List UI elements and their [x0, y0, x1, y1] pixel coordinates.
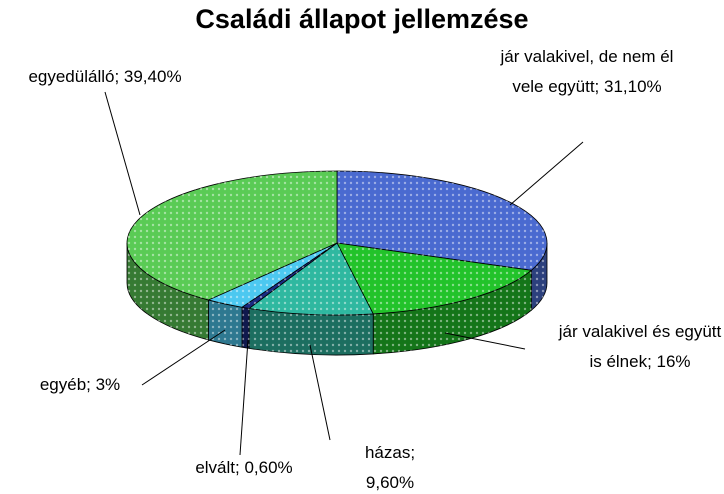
pie-side-texture [208, 299, 242, 348]
chart-title: Családi állapot jellemzése [195, 4, 529, 34]
pie-slice-texture [337, 243, 532, 314]
pie-slice-texture [249, 243, 374, 315]
leader-line [509, 141, 584, 206]
pie-slice-texture [126, 171, 337, 300]
data-label: jár valakivel és együtt is élnek; 16% [558, 322, 722, 371]
leader-line [444, 332, 526, 350]
leader-line [239, 339, 249, 456]
pie-side-texture [531, 243, 547, 311]
data-label: egyedülálló; 39,40% [28, 67, 182, 86]
data-label: elvált; 0,60% [195, 458, 293, 477]
pie-side-texture [127, 243, 209, 340]
pie-side-texture [241, 307, 250, 349]
pie-slice-texture [337, 171, 547, 271]
leader-line [104, 91, 141, 216]
leader-line [309, 344, 331, 441]
data-label: házas; 9,60% [364, 443, 416, 492]
pie-side-texture [373, 270, 532, 354]
pie-side-texture [249, 308, 374, 355]
data-label: egyéb; 3% [39, 375, 121, 394]
pie-slice-texture [208, 243, 337, 308]
data-label: jár valakivel, de nem él vele együtt; 31… [500, 47, 674, 96]
leader-line [141, 329, 226, 386]
